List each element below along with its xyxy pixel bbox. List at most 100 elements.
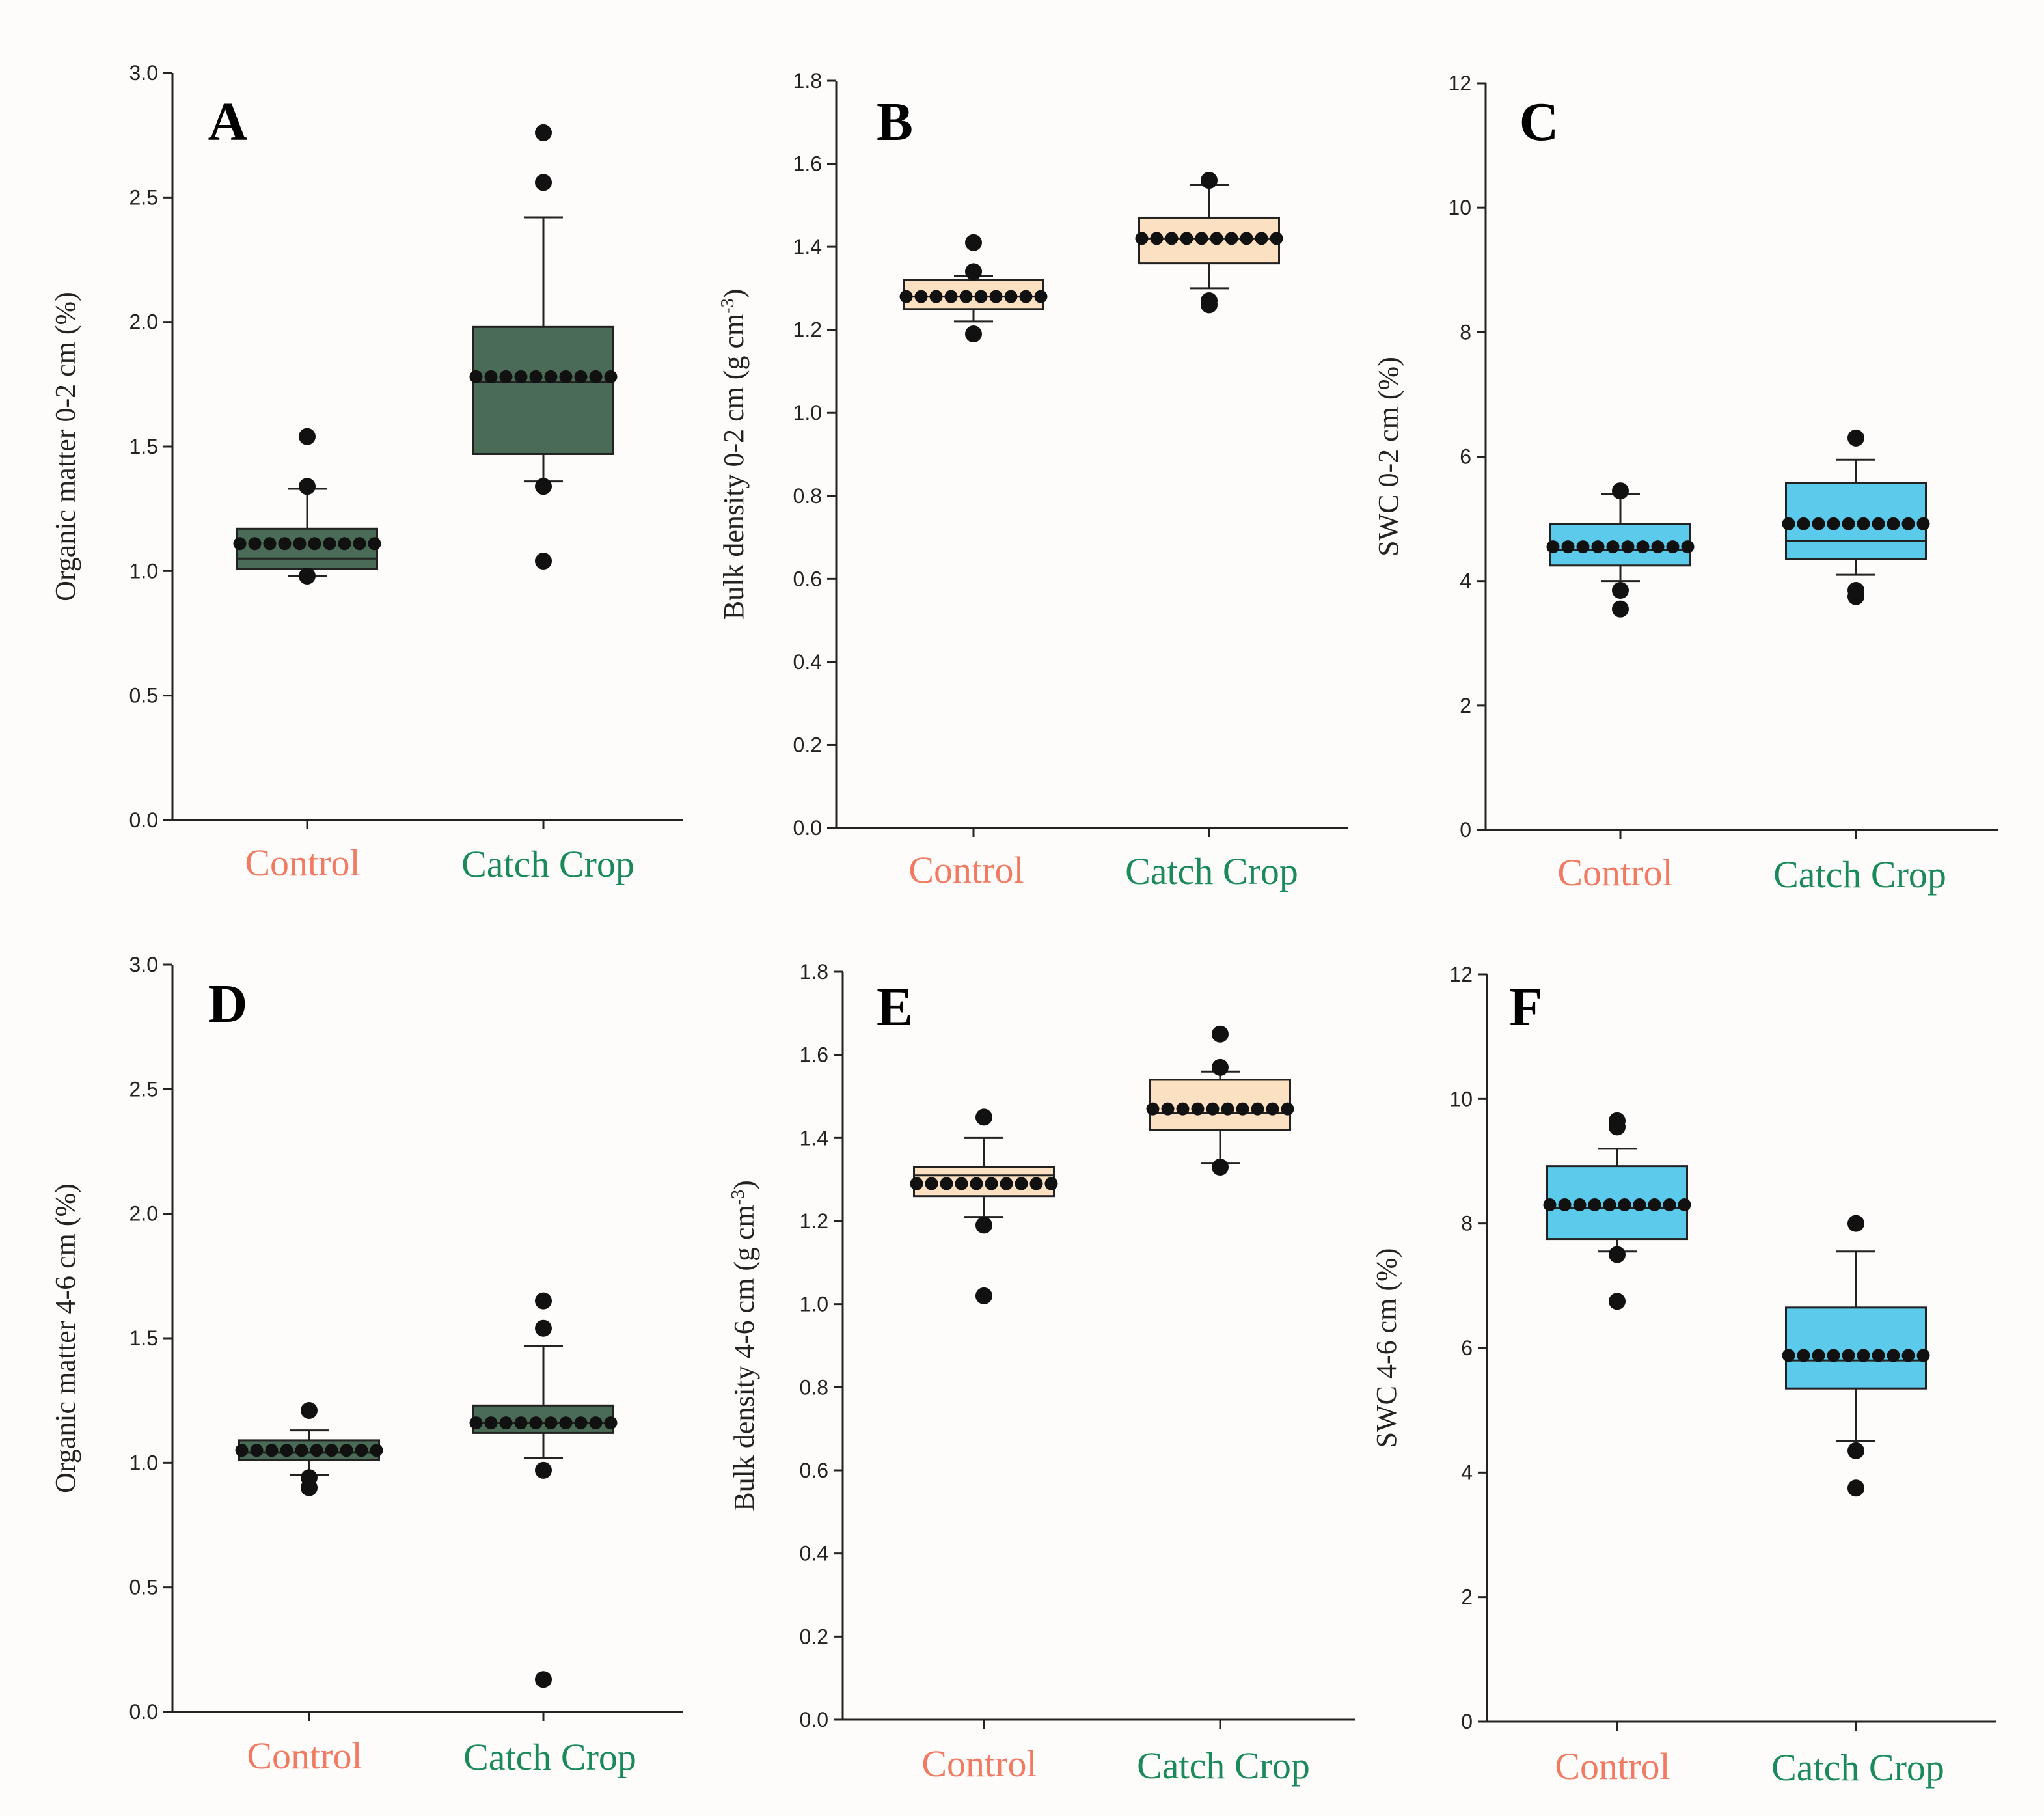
y-tick-label: 2 bbox=[1460, 694, 1471, 717]
mean-dot bbox=[370, 1444, 383, 1457]
mean-dot bbox=[1029, 1177, 1043, 1190]
mean-dot bbox=[940, 1177, 953, 1190]
mean-dot bbox=[1015, 1177, 1028, 1190]
category-label-control: Control bbox=[921, 1742, 1037, 1785]
mean-dot bbox=[1161, 1102, 1175, 1116]
y-tick-label: 1.0 bbox=[129, 1451, 158, 1474]
mean-dot bbox=[559, 1416, 573, 1430]
y-axis-label: Organic matter 4-6 cm (%) bbox=[49, 1183, 81, 1493]
mean-dot bbox=[1678, 1198, 1691, 1211]
mean-dot bbox=[1195, 232, 1208, 245]
box-group-catch-crop bbox=[1135, 172, 1283, 314]
box-iqr bbox=[472, 325, 614, 455]
y-tick-label: 1.6 bbox=[793, 152, 822, 176]
mean-dot bbox=[280, 1444, 293, 1457]
outlier-point bbox=[1609, 1246, 1626, 1263]
y-tick-label: 0.0 bbox=[129, 1700, 158, 1724]
box-group-control bbox=[1543, 1112, 1691, 1310]
outlier-point bbox=[1847, 582, 1864, 599]
mean-dot bbox=[469, 370, 483, 383]
outlier-point bbox=[1847, 1442, 1864, 1459]
mean-dot bbox=[944, 290, 958, 303]
y-tick-label: 2.0 bbox=[129, 310, 158, 334]
mean-dot bbox=[325, 1444, 338, 1457]
mean-dot bbox=[589, 370, 603, 383]
mean-dot bbox=[248, 537, 262, 551]
box-group-catch-crop bbox=[1782, 429, 1930, 605]
mean-dot bbox=[1782, 1349, 1795, 1362]
outlier-point bbox=[535, 553, 552, 570]
mean-dot bbox=[914, 290, 928, 303]
outlier-point bbox=[1612, 582, 1629, 599]
mean-dot bbox=[989, 290, 1003, 303]
mean-dot bbox=[1782, 517, 1795, 530]
mean-dot bbox=[1591, 540, 1605, 554]
mean-dot bbox=[1225, 232, 1238, 245]
mean-dot bbox=[1842, 517, 1855, 530]
outlier-point bbox=[965, 263, 982, 281]
mean-dot bbox=[1543, 1198, 1557, 1211]
mean-dot bbox=[559, 370, 573, 383]
y-axis-label: SWC 0-2 cm (%) bbox=[1372, 357, 1404, 557]
y-tick-label: 1.0 bbox=[800, 1293, 828, 1316]
mean-dot bbox=[1206, 1102, 1220, 1116]
box-group-control bbox=[910, 1108, 1058, 1304]
mean-dot bbox=[353, 537, 366, 551]
mean-dot bbox=[514, 1416, 528, 1430]
category-label-catch-crop: Catch Crop bbox=[461, 843, 634, 885]
outlier-point bbox=[299, 428, 316, 445]
mean-dot bbox=[604, 1416, 618, 1430]
mean-dot bbox=[1221, 1102, 1234, 1116]
panel-letter: C bbox=[1519, 92, 1559, 152]
mean-dot bbox=[1240, 232, 1253, 245]
y-tick-label: 3.0 bbox=[129, 953, 158, 976]
mean-dot bbox=[1176, 1102, 1190, 1116]
outlier-point bbox=[1212, 1025, 1229, 1043]
mean-dot bbox=[1797, 517, 1810, 530]
mean-dot bbox=[265, 1444, 279, 1457]
box-group-control bbox=[235, 1401, 383, 1496]
mean-dot bbox=[514, 370, 528, 383]
category-label-control: Control bbox=[245, 842, 360, 884]
y-tick-label: 2 bbox=[1461, 1586, 1473, 1609]
mean-dot bbox=[499, 1416, 513, 1430]
y-tick-label: 1.8 bbox=[800, 960, 828, 984]
outlier-point bbox=[535, 1671, 552, 1688]
y-tick-label: 1.5 bbox=[129, 1327, 158, 1350]
category-label-catch-crop: Catch Crop bbox=[1773, 853, 1946, 896]
mean-dot bbox=[1901, 1349, 1915, 1362]
mean-dot bbox=[1146, 1102, 1160, 1116]
mean-dot bbox=[604, 370, 618, 383]
panel-letter: D bbox=[208, 974, 248, 1034]
outlier-point bbox=[1201, 172, 1218, 189]
y-tick-label: 1.0 bbox=[129, 559, 158, 583]
outlier-point bbox=[535, 1461, 552, 1479]
mean-dot bbox=[1636, 540, 1650, 554]
mean-dot bbox=[1004, 290, 1018, 303]
mean-dot bbox=[1857, 517, 1870, 530]
y-tick-label: 1.6 bbox=[800, 1043, 828, 1067]
mean-dot bbox=[250, 1444, 264, 1457]
panel-b: 0.0 0.2 0.4 0.6 0.8 1.0 1.2 1.4 1.6 1.8 Bulk densi… bbox=[718, 69, 1348, 892]
mean-dot bbox=[544, 370, 558, 383]
y-tick-label: 2.0 bbox=[129, 1202, 158, 1226]
mean-dot bbox=[1034, 290, 1048, 303]
y-tick-label: 0.5 bbox=[129, 1576, 158, 1599]
y-tick-label: 0.0 bbox=[129, 808, 158, 832]
mean-dot bbox=[1633, 1198, 1646, 1211]
mean-dot bbox=[1255, 232, 1268, 245]
y-tick-label: 0.0 bbox=[793, 816, 822, 840]
mean-dot bbox=[484, 370, 498, 383]
mean-dot bbox=[308, 537, 321, 551]
outlier-point bbox=[535, 1319, 552, 1337]
mean-dot bbox=[1588, 1198, 1601, 1211]
mean-dot bbox=[1236, 1102, 1249, 1116]
category-label-control: Control bbox=[908, 849, 1024, 891]
panel-e: 0.0 0.2 0.4 0.6 0.8 1.0 1.2 1.4 1.6 1.8 Bulk densi… bbox=[728, 960, 1355, 1787]
panel-d: 0.0 0.5 1.0 1.5 2.0 2.5 3.0 Organic matter 4-6 … bbox=[49, 953, 683, 1778]
mean-dot bbox=[1000, 1177, 1013, 1190]
mean-dot bbox=[1827, 1349, 1840, 1362]
mean-dot bbox=[589, 1416, 603, 1430]
y-tick-label: 2.5 bbox=[129, 186, 158, 209]
mean-dot bbox=[1666, 540, 1680, 554]
